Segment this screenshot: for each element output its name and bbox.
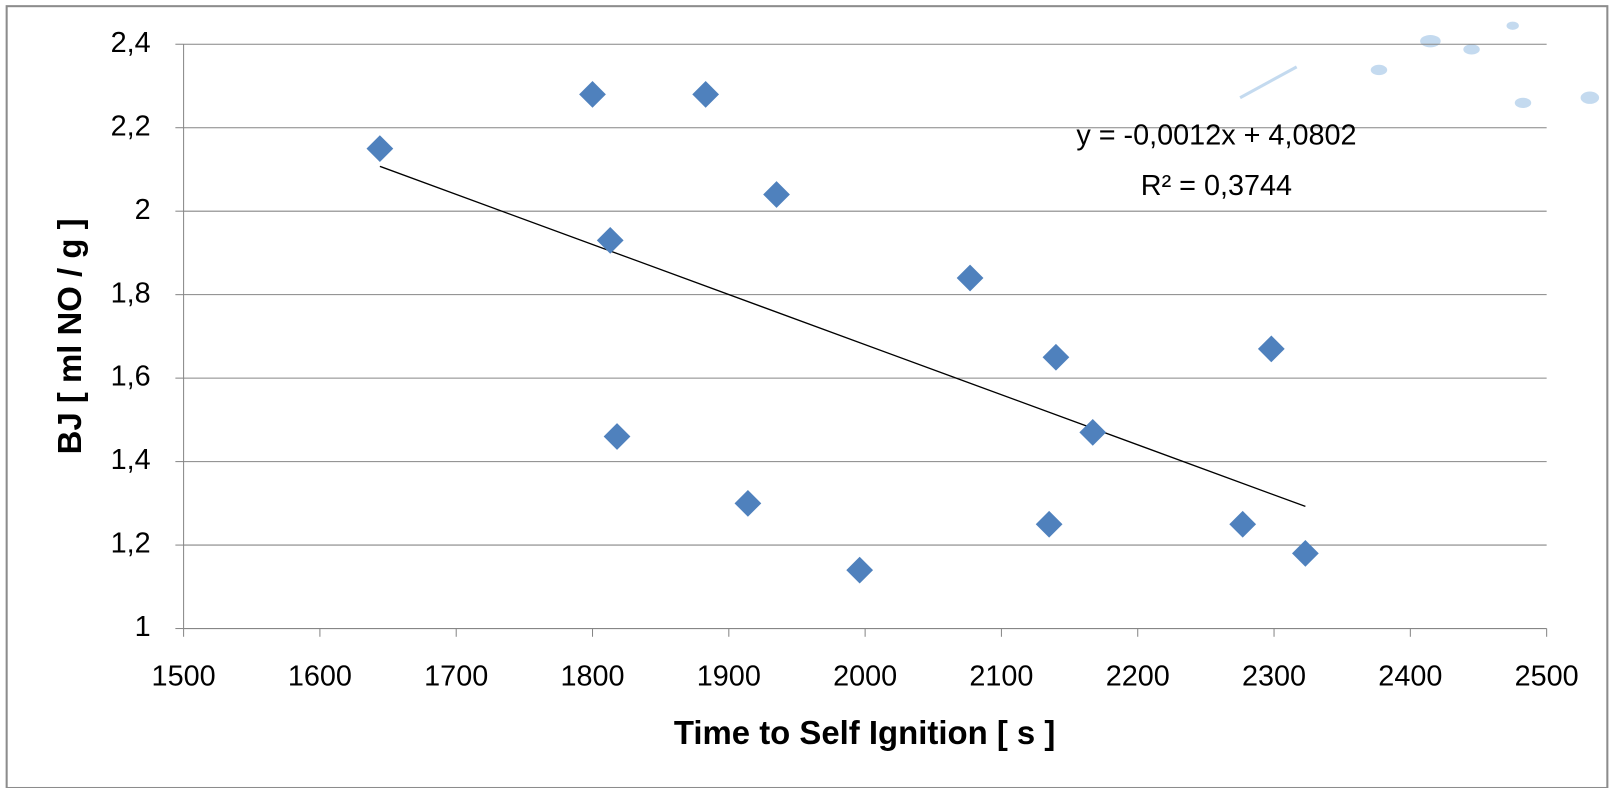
- point: [596, 227, 624, 254]
- point: [1035, 510, 1063, 538]
- x-tick-label: 2300: [1242, 661, 1306, 693]
- chart-frame: [5, 5, 1609, 788]
- point: [763, 181, 790, 208]
- y-tick-label: 1,4: [111, 444, 151, 476]
- x-tick-label: 1600: [288, 661, 352, 693]
- x-tick-label: 2200: [1106, 661, 1170, 693]
- x-tick-label: 1900: [697, 661, 761, 693]
- point: [1229, 510, 1257, 538]
- point: [603, 423, 631, 450]
- point: [692, 80, 720, 108]
- trendline: [379, 165, 1306, 508]
- x-tick-label: 1800: [560, 661, 624, 693]
- x-tick-label: 2400: [1378, 661, 1442, 693]
- point: [846, 556, 874, 584]
- point: [579, 80, 606, 108]
- y-tick-label: 1,6: [111, 361, 151, 393]
- trendline-r2: R² = 0,3744: [1141, 170, 1292, 202]
- x-tick-label: 1700: [424, 661, 488, 693]
- y-tick-label: 1,8: [111, 277, 151, 309]
- y-tick-label: 2: [135, 194, 151, 226]
- x-tick-label: 1500: [152, 661, 216, 693]
- point: [734, 489, 762, 517]
- x-tick-label: 2500: [1515, 661, 1579, 693]
- x-tick-label: 2000: [833, 661, 897, 693]
- y-axis-title: BJ [ ml NO / g ]: [51, 218, 88, 454]
- trendline-equation: y = -0,0012x + 4,0802: [1076, 119, 1356, 151]
- x-axis-title: Time to Self Ignition [ s ]: [674, 714, 1055, 751]
- y-tick-label: 1,2: [111, 528, 151, 560]
- y-tick-label: 1: [135, 611, 151, 643]
- y-tick-label: 2,4: [111, 27, 151, 59]
- x-tick-label: 2100: [969, 661, 1033, 693]
- y-tick-label: 2,2: [111, 110, 151, 142]
